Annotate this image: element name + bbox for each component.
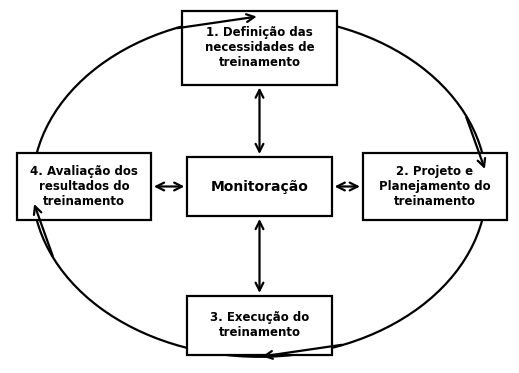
- Text: 2. Projeto e
Planejamento do
treinamento: 2. Projeto e Planejamento do treinamento: [379, 165, 491, 208]
- FancyBboxPatch shape: [187, 296, 332, 355]
- Text: 4. Avaliação dos
resultados do
treinamento: 4. Avaliação dos resultados do treinamen…: [30, 165, 138, 208]
- FancyBboxPatch shape: [17, 153, 151, 220]
- Text: Monitoração: Monitoração: [211, 179, 308, 194]
- FancyBboxPatch shape: [187, 157, 332, 216]
- FancyBboxPatch shape: [182, 11, 337, 85]
- Text: 3. Execução do
treinamento: 3. Execução do treinamento: [210, 311, 309, 339]
- Text: 1. Definição das
necessidades de
treinamento: 1. Definição das necessidades de treinam…: [204, 26, 315, 69]
- FancyBboxPatch shape: [363, 153, 507, 220]
